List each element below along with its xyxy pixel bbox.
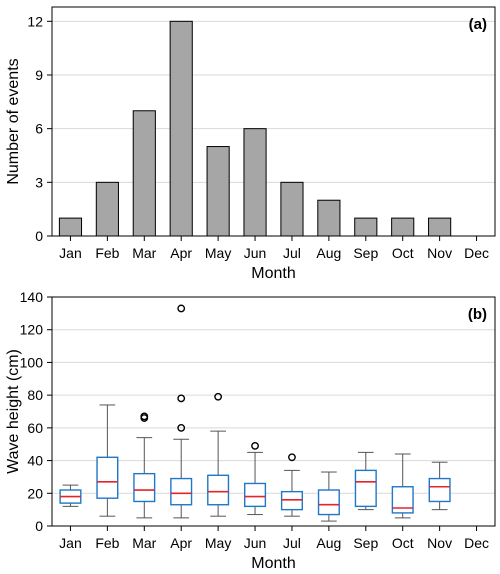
a-x-tick-label: May (205, 245, 231, 261)
panel-a-x-ticks: Jan Feb Mar Apr May Jun Jul Aug Sep Oct Nov Dec (59, 236, 489, 261)
a-x-tick-label: Dec (464, 245, 489, 261)
box-iqr (170, 477, 193, 506)
b-x-tick-label: Apr (170, 535, 192, 551)
b-y-tick-label: 0 (35, 518, 43, 534)
bar-may (206, 146, 230, 237)
bar-apr (169, 20, 193, 237)
b-x-tick-label: Jul (283, 535, 301, 551)
panel-b-x-axis-title: Month (251, 555, 295, 572)
b-x-tick-label: Aug (316, 535, 341, 551)
outlier-point (177, 394, 186, 403)
b-x-tick-label: Sep (353, 535, 378, 551)
outlier-point (177, 423, 186, 432)
outlier-point (288, 453, 296, 462)
panel-b-gridlines (52, 296, 495, 494)
box-iqr (428, 477, 451, 503)
box-jun (244, 441, 267, 516)
box-iqr (391, 486, 414, 514)
panel-a-y-ticks: 0 3 6 9 12 (27, 13, 52, 244)
bar-jun (243, 128, 267, 237)
a-x-tick-label: Nov (427, 245, 452, 261)
b-x-tick-label: Jun (244, 535, 267, 551)
a-x-tick-label: Oct (392, 245, 414, 261)
panel-b-label: (b) (468, 306, 487, 323)
box-jul (280, 453, 303, 517)
b-x-tick-label: Mar (132, 535, 156, 551)
panel-b-plot-frame (51, 296, 496, 527)
b-y-tick-label: 80 (27, 387, 43, 403)
panel-a-gridlines (52, 20, 495, 183)
panel-b-y-axis-title: Wave height (cm) (5, 349, 22, 474)
panel-b-x-ticks: Jan Feb Mar Apr May Jun Jul Aug Sep Oct Nov Dec (59, 526, 489, 551)
panel-a-bar-chart: 0 3 6 9 12 Jan Feb Mar Apr May Jun Jul Aug Sep Oct Nov… (5, 6, 496, 282)
b-y-tick-label: 40 (27, 453, 43, 469)
panel-a-bars (58, 20, 452, 237)
box-iqr (280, 490, 303, 511)
box-nov (428, 461, 451, 511)
b-y-tick-label: 100 (20, 354, 44, 370)
outlier-point (140, 412, 149, 421)
panel-a-label: (a) (469, 16, 487, 33)
box-iqr (244, 482, 267, 508)
box-oct (391, 453, 414, 519)
box-iqr (317, 489, 340, 516)
a-x-tick-label: Apr (170, 245, 192, 261)
a-x-tick-label: Jun (244, 245, 267, 261)
a-y-tick-label: 0 (35, 228, 43, 244)
b-x-tick-label: Feb (95, 535, 119, 551)
bar-sep (354, 217, 378, 237)
bar-mar (132, 110, 156, 237)
b-x-tick-label: Jan (59, 535, 82, 551)
a-x-tick-label: Sep (353, 245, 378, 261)
box-apr (170, 304, 193, 519)
outlier-point (251, 441, 259, 450)
box-may (207, 392, 230, 517)
box-iqr (354, 469, 377, 508)
box-jan (59, 484, 82, 507)
b-x-tick-label: Dec (464, 535, 489, 551)
bar-oct (391, 217, 415, 237)
bar-nov (428, 217, 452, 237)
a-y-tick-label: 6 (35, 121, 43, 137)
b-y-tick-label: 140 (20, 289, 44, 305)
outlier-point (177, 304, 186, 313)
box-mar (133, 412, 156, 519)
outlier-point (214, 392, 223, 401)
b-x-tick-label: Nov (427, 535, 452, 551)
box-iqr (207, 474, 230, 506)
panel-b-box-plot: 0 20 40 60 80 100 120 140 Jan Feb Mar Apr May Jun Jul… (5, 289, 496, 572)
a-x-tick-label: Jul (283, 245, 301, 261)
a-x-tick-label: Aug (316, 245, 341, 261)
b-y-tick-label: 120 (20, 322, 44, 338)
bar-jul (280, 181, 304, 237)
bar-feb (95, 181, 119, 237)
a-y-tick-label: 9 (35, 67, 43, 83)
a-y-tick-label: 3 (35, 174, 43, 190)
panel-b-y-ticks: 0 20 40 60 80 100 120 140 (20, 289, 52, 534)
a-x-tick-label: Jan (59, 245, 82, 261)
box-iqr (96, 456, 119, 499)
bar-jan (58, 217, 83, 237)
panel-a-y-axis-title: Number of events (5, 58, 22, 184)
a-y-tick-label: 12 (27, 13, 43, 29)
b-y-tick-label: 60 (27, 420, 43, 436)
panel-a-x-axis-title: Month (251, 265, 295, 282)
box-aug (317, 471, 340, 522)
a-x-tick-label: Feb (95, 245, 119, 261)
box-iqr (133, 472, 156, 503)
b-y-tick-label: 20 (27, 485, 43, 501)
panel-b-boxes (59, 304, 451, 522)
bar-aug (317, 199, 341, 237)
box-sep (354, 451, 377, 511)
a-x-tick-label: Mar (132, 245, 156, 261)
b-x-tick-label: May (205, 535, 231, 551)
b-x-tick-label: Oct (392, 535, 414, 551)
panel-a-plot-frame (51, 6, 496, 237)
box-feb (96, 404, 119, 517)
